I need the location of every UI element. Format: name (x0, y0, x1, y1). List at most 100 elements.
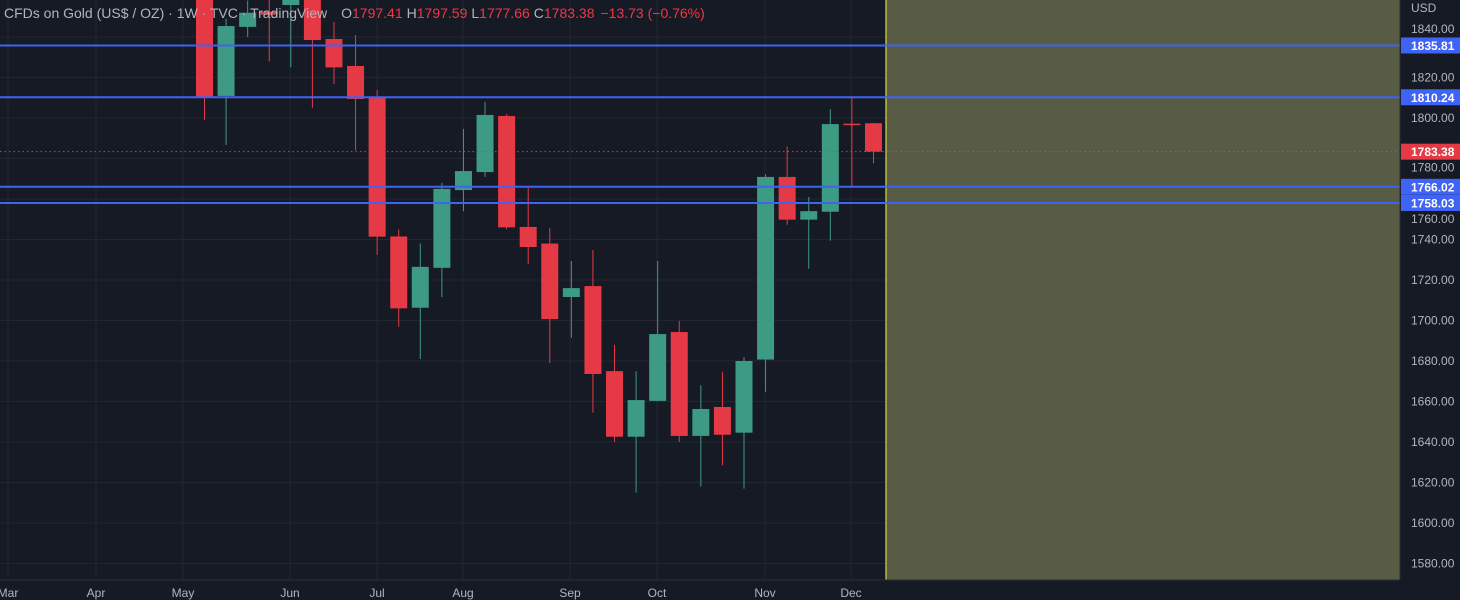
time-tick-label: Apr (87, 586, 106, 600)
candle-down (843, 97, 861, 187)
price-tick-label: 1620.00 (1411, 476, 1455, 490)
candle-body (821, 124, 839, 212)
time-tick-label: Aug (452, 586, 473, 600)
price-tick-label: 1840.00 (1411, 22, 1455, 36)
candle-down (541, 228, 559, 364)
candle-body (670, 332, 688, 436)
candle-body (282, 0, 300, 6)
time-tick-label: Jul (369, 586, 384, 600)
candle-body (433, 188, 451, 268)
candle-body (649, 334, 667, 401)
candle-body (692, 408, 710, 436)
horizontal-line-price-tag-background (1401, 178, 1460, 195)
candle-up (757, 174, 775, 392)
candle-down (498, 113, 516, 230)
candle-body (260, 11, 278, 15)
open-label: O (341, 5, 353, 21)
candle-body (217, 26, 235, 96)
horizontal-lines[interactable] (0, 44, 1400, 204)
last-price-tag-text: 1783.38 (1411, 145, 1455, 159)
horizontal-line-price-tag-background (1401, 194, 1460, 211)
candle-down (390, 229, 408, 327)
horizontal-line-price-tag-text: 1835.81 (1411, 39, 1455, 53)
price-tick-label: 1820.00 (1411, 71, 1455, 85)
time-tick-label: Nov (754, 586, 775, 600)
horizontal-line-price-tag: 1766.02 (1401, 178, 1460, 195)
candle-body (303, 0, 321, 41)
shaded-future-region (886, 0, 1400, 580)
candle-down (368, 90, 386, 255)
candle-down (606, 344, 624, 442)
price-axis[interactable]: 1840.00 1820.00 1800.00 1780.00 1760.00 1740.… (1411, 22, 1455, 571)
price-tick-label: 1740.00 (1411, 233, 1455, 247)
candle-up (239, 0, 257, 37)
price-tick-label: 1640.00 (1411, 435, 1455, 449)
candle-up (692, 385, 710, 487)
last-price-tag-background (1401, 143, 1460, 160)
candle-up (649, 260, 667, 402)
candle-body (778, 176, 796, 220)
candle-down (670, 320, 688, 442)
open-value: 1797.41 (352, 5, 403, 21)
candle-down (864, 122, 882, 164)
price-tick-label: 1800.00 (1411, 111, 1455, 125)
candle-body (735, 361, 753, 433)
candle-up (217, 18, 235, 145)
candle-body (606, 371, 624, 437)
price-tick-label: 1600.00 (1411, 516, 1455, 530)
horizontal-line-price-tag-background (1401, 89, 1460, 106)
candle-body (519, 226, 537, 247)
candle-up (454, 128, 472, 212)
horizontal-line-price-tag-background (1401, 37, 1460, 54)
symbol-title[interactable]: CFDs on Gold (US$ / OZ) · 1W · TVC · Tra… (4, 5, 328, 21)
candle-up (433, 182, 451, 298)
candle-down (347, 34, 365, 151)
currency-label: USD (1411, 1, 1437, 15)
candle-body (347, 65, 365, 99)
horizontal-line-price-tag: 1758.03 (1401, 194, 1460, 211)
horizontal-line-price-tag: 1835.81 (1401, 37, 1460, 54)
time-tick-label: Dec (840, 586, 861, 600)
price-change: −13.73 (−0.76%) (600, 5, 705, 21)
price-tick-label: 1780.00 (1411, 161, 1455, 175)
low-value: 1777.66 (479, 5, 530, 21)
candles (196, 0, 882, 493)
time-tick-label: Sep (559, 586, 581, 600)
close-value: 1783.38 (543, 5, 595, 21)
price-tick-label: 1700.00 (1411, 314, 1455, 328)
candle-down (713, 371, 731, 466)
candle-up (627, 371, 645, 493)
candle-body (757, 176, 775, 360)
candle-body (627, 400, 645, 437)
candle-body (239, 12, 257, 27)
last-price-tag: 1783.38 (1401, 143, 1460, 160)
candle-body (368, 97, 386, 237)
horizontal-line-price-tag-text: 1758.03 (1411, 196, 1455, 210)
candle-up (735, 356, 753, 489)
candle-body (325, 39, 343, 68)
horizontal-line-price-tag-text: 1766.02 (1411, 180, 1455, 194)
candle-body (411, 266, 429, 308)
time-tick-label: Jun (280, 586, 299, 600)
price-tick-label: 1680.00 (1411, 354, 1455, 368)
horizontal-line-price-tag-text: 1810.24 (1411, 91, 1455, 105)
candle-body (541, 243, 559, 320)
chart-legend: CFDs on Gold (US$ / OZ) · 1W · TVC · Tra… (4, 5, 705, 21)
candle-up (562, 260, 580, 338)
candle-up (821, 109, 839, 241)
price-tags: 1835.81 1810.24 1766.02 1758.03 1783.38 (1401, 37, 1460, 211)
candle-up (800, 196, 818, 269)
time-tick-label: Mar (0, 586, 18, 600)
candle-down (584, 250, 602, 413)
candle-body (713, 406, 731, 435)
candle-down (303, 0, 321, 108)
time-axis[interactable]: Mar Apr May Jun Jul Aug Sep Oct Nov Dec (0, 586, 862, 600)
time-tick-label: Oct (648, 586, 667, 600)
price-tick-label: 1720.00 (1411, 273, 1455, 287)
candle-up (476, 101, 494, 177)
candle-body (476, 114, 494, 173)
price-tick-label: 1580.00 (1411, 557, 1455, 571)
candle-down (519, 188, 537, 265)
candle-body (454, 171, 472, 191)
